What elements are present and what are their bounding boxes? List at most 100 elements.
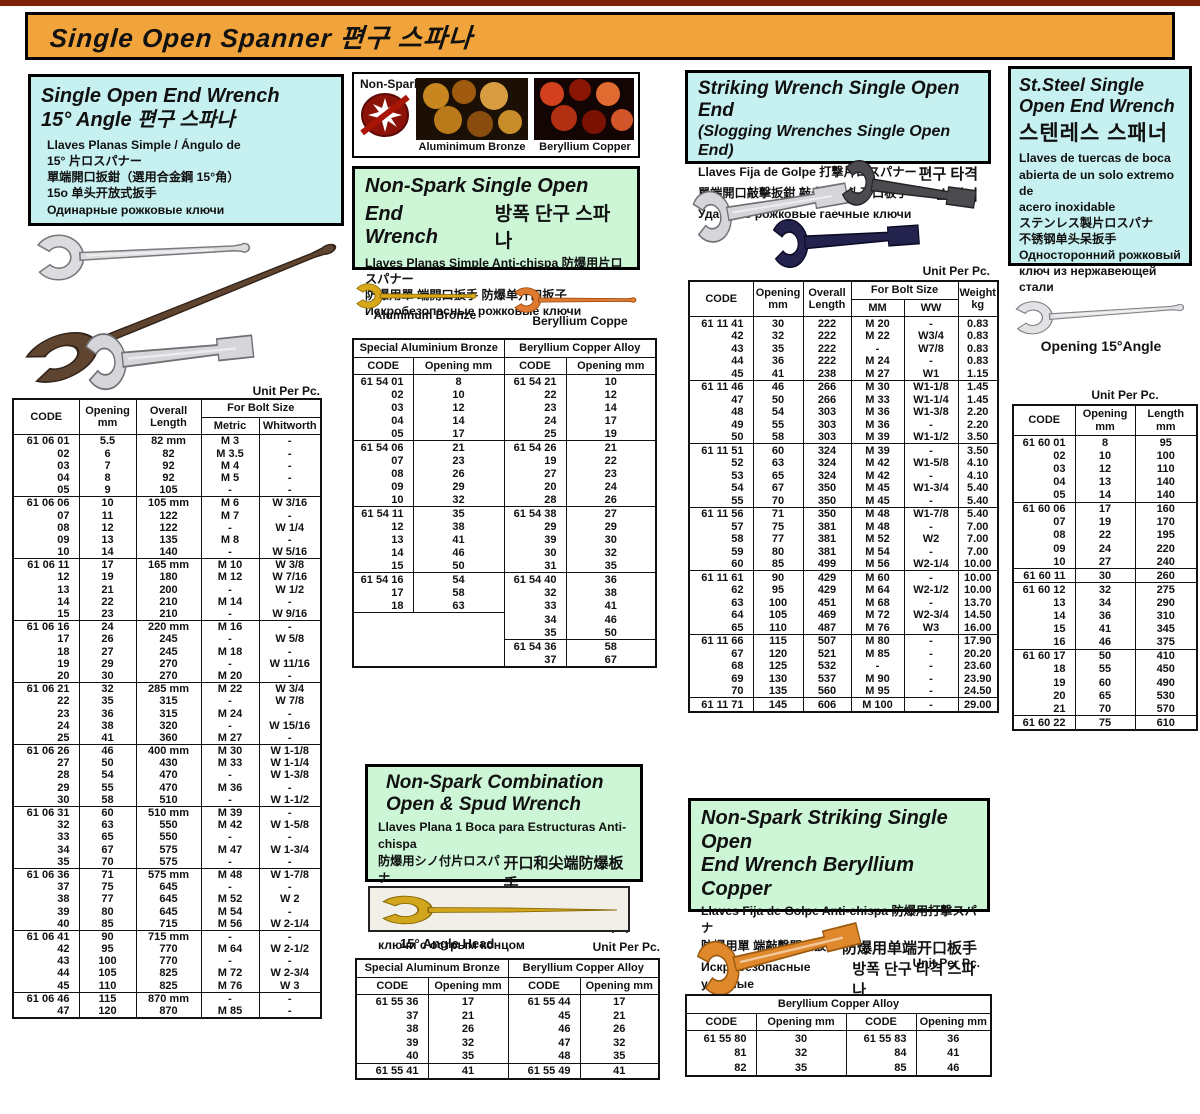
code-cell: 34 bbox=[503, 612, 566, 627]
value-cell: M 100 bbox=[850, 697, 904, 712]
code-cell: 29 bbox=[57, 781, 70, 794]
table-row: 61 06 01 5.5 82 mm M 3- bbox=[13, 434, 321, 448]
value-cell: 825 bbox=[135, 979, 201, 993]
table-row: 13 41 39 30 bbox=[353, 533, 656, 547]
value-cell bbox=[413, 626, 504, 640]
value-cell: 145 bbox=[752, 697, 803, 712]
table-row: 49 55 303 M 36-2.20 bbox=[689, 418, 998, 431]
code-cell: 20 bbox=[1053, 689, 1066, 702]
code-cell: 61 55 80 bbox=[686, 1030, 756, 1046]
code-cell: 20 bbox=[503, 480, 566, 494]
value-cell: 606 bbox=[802, 697, 851, 712]
table-row: 03 7 92 M 4- bbox=[13, 459, 321, 472]
value-cell: M 72 bbox=[200, 967, 259, 980]
value-cell: M 80 bbox=[850, 633, 904, 648]
value-cell: 92 bbox=[135, 471, 201, 485]
code-cell: 61 60 22 bbox=[1013, 715, 1075, 731]
value-cell: - bbox=[903, 316, 958, 330]
value-cell: 715 bbox=[135, 917, 201, 931]
code-cell: 61 54 11 bbox=[353, 506, 413, 521]
value-cell: 303 bbox=[802, 418, 851, 431]
value-cell: 71 bbox=[78, 867, 136, 882]
table-row: 61 54 11 35 61 54 38 27 bbox=[353, 506, 656, 521]
code-cell: 28 bbox=[57, 769, 70, 782]
value-cell: 75 bbox=[752, 520, 803, 533]
value-cell: M 68 bbox=[850, 596, 904, 609]
code-cell: 22 bbox=[57, 695, 70, 708]
value-cell: 120 bbox=[752, 647, 803, 660]
section-title-line2: 15° Angle 편구 스파나 bbox=[41, 108, 235, 131]
column-header: WW bbox=[903, 298, 959, 318]
value-cell: 41 bbox=[412, 533, 504, 547]
value-cell: 550 bbox=[135, 831, 201, 844]
value-cell: - bbox=[903, 469, 958, 482]
value-cell: 570 bbox=[1134, 702, 1197, 716]
value-cell: 17 bbox=[412, 427, 504, 441]
value-cell: 24 bbox=[78, 620, 136, 634]
value-cell: M 48 bbox=[850, 506, 904, 521]
table-row: 61 06 46 115 870 mm - - bbox=[13, 991, 321, 1005]
code-cell: 61 06 16 bbox=[13, 620, 79, 634]
table-row: 61 11 71 145 606 M 100-29.00 bbox=[689, 697, 998, 712]
table-row: 63 100 451 M 68-13.70 bbox=[689, 596, 998, 609]
striking-wrench-photo-steel bbox=[835, 151, 997, 230]
value-cell: - bbox=[258, 595, 321, 608]
table-row: 05 17 25 19 bbox=[353, 427, 656, 441]
table-row: 09 24 220 bbox=[1013, 542, 1197, 556]
code-cell: 61 55 36 bbox=[356, 994, 428, 1009]
value-cell: 0.83 bbox=[957, 316, 998, 330]
code-cell: 61 06 46 bbox=[13, 991, 79, 1005]
value-cell: 140 bbox=[1134, 488, 1197, 503]
section-title-line2: Open End Wrench bbox=[1019, 96, 1175, 117]
value-cell: 13.70 bbox=[957, 596, 998, 609]
description-line: Llaves Planas Simple Anti-chispa 防爆用片ロスパ… bbox=[365, 255, 623, 286]
section-title: Striking Wrench Single Open End bbox=[698, 78, 960, 122]
code-cell: 61 54 38 bbox=[503, 506, 566, 521]
column-header: CODE bbox=[355, 976, 429, 996]
value-cell: 75 bbox=[1074, 715, 1135, 731]
value-cell: 122 bbox=[135, 509, 201, 522]
code-cell: 17 bbox=[57, 633, 70, 646]
value-cell: - bbox=[200, 719, 259, 732]
value-cell: - bbox=[258, 447, 321, 460]
code-cell: 19 bbox=[57, 657, 70, 670]
value-cell: 11 bbox=[78, 509, 136, 522]
table-row: 29 55 470 M 36- bbox=[13, 781, 321, 794]
code-cell: 45 bbox=[731, 367, 744, 380]
value-cell: 381 bbox=[802, 532, 851, 546]
value-cell: 4.10 bbox=[957, 456, 998, 470]
value-cell: M 85 bbox=[200, 1004, 259, 1019]
value-cell: 70 bbox=[78, 855, 136, 869]
value-cell: M 48 bbox=[850, 520, 904, 533]
beryllium-copper-label: Beryllium Coppe bbox=[532, 314, 628, 328]
table-row: 14 46 30 32 bbox=[353, 546, 656, 560]
code-cell: 42 bbox=[731, 330, 744, 343]
value-cell: M 76 bbox=[850, 621, 904, 635]
value-cell: M 72 bbox=[850, 608, 904, 622]
value-cell bbox=[413, 640, 504, 654]
code-cell: 44 bbox=[731, 355, 744, 368]
value-cell: 82 mm bbox=[135, 434, 201, 448]
value-cell: 41 bbox=[915, 1045, 991, 1061]
value-cell: W1-1/2 bbox=[903, 430, 958, 444]
value-cell: 5.40 bbox=[957, 506, 998, 521]
value-cell: W 3/8 bbox=[258, 558, 321, 572]
value-cell: 275 bbox=[1134, 582, 1197, 597]
value-cell: 220 mm bbox=[135, 620, 201, 634]
value-cell: 63 bbox=[78, 819, 136, 832]
value-cell: 27 bbox=[78, 645, 136, 658]
code-cell: 61 54 40 bbox=[503, 572, 566, 587]
value-cell: - bbox=[258, 484, 321, 497]
value-cell: 430 bbox=[135, 757, 201, 770]
value-cell: W 2-1/4 bbox=[258, 917, 321, 931]
code-cell: 61 60 11 bbox=[1013, 568, 1075, 583]
value-cell: - bbox=[200, 955, 259, 968]
column-header: Overall Length bbox=[135, 398, 202, 436]
value-cell: 303 bbox=[802, 430, 851, 444]
table-row: 17 26 245- W 5/8 bbox=[13, 633, 321, 646]
value-cell: 75 bbox=[78, 881, 136, 894]
table-row: 12 19 180 M 12 W 7/16 bbox=[13, 571, 321, 584]
code-cell: 47 bbox=[57, 1005, 70, 1017]
value-cell: W1-3/8 bbox=[903, 405, 958, 419]
value-cell: M 85 bbox=[850, 647, 904, 660]
